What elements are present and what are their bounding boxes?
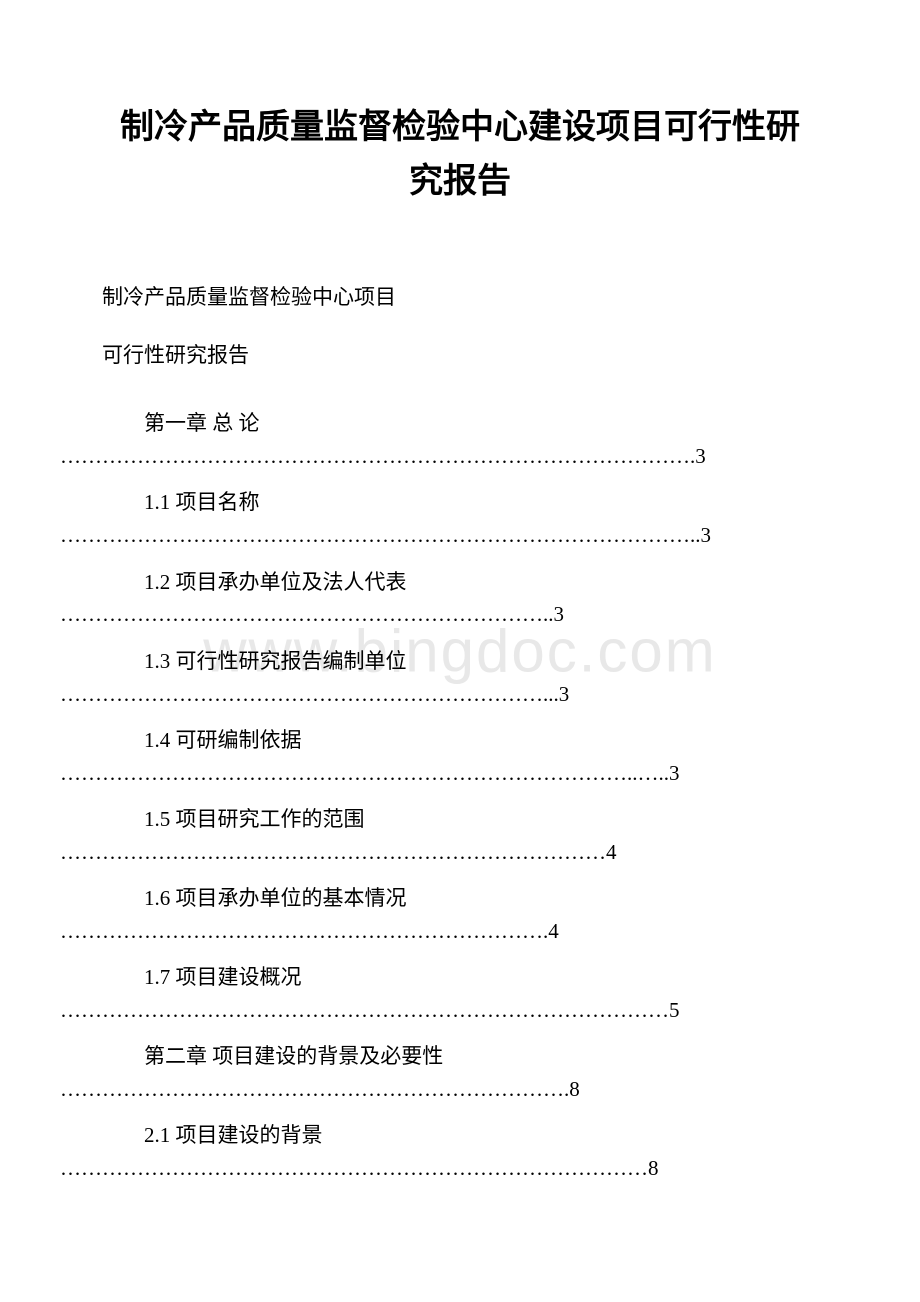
- title-line-2: 究报告: [60, 154, 860, 208]
- toc-dots: ……………………………………………………………….8: [60, 1077, 860, 1102]
- toc-dots: ……………………………………………………………..3: [60, 602, 860, 627]
- toc-label: 1.3 可行性研究报告编制单位: [60, 642, 860, 682]
- toc-label: 第一章 总 论: [60, 404, 860, 444]
- document-title: 制冷产品质量监督检验中心建设项目可行性研 究报告: [60, 100, 860, 209]
- toc-label: 2.1 项目建设的背景: [60, 1116, 860, 1156]
- toc-label: 1.6 项目承办单位的基本情况: [60, 879, 860, 919]
- toc-label: 1.7 项目建设概况: [60, 958, 860, 998]
- toc-item: 2.1 项目建设的背景 ……………………………………………………………………………: [60, 1116, 860, 1181]
- toc-dots: …………………………………………………………….4: [60, 919, 860, 944]
- toc-dots: …………………………………………………………………………8: [60, 1156, 860, 1181]
- toc-label: 1.1 项目名称: [60, 483, 860, 523]
- document-content: 制冷产品质量监督检验中心建设项目可行性研 究报告 制冷产品质量监督检验中心项目 …: [60, 100, 860, 1181]
- toc-label: 第二章 项目建设的背景及必要性: [60, 1037, 860, 1077]
- toc-item: 第二章 项目建设的背景及必要性 …………………………………………………………………: [60, 1037, 860, 1102]
- toc-item: 1.7 项目建设概况 ………………………………………………………………………………: [60, 958, 860, 1023]
- toc-dots: ………………………………………………………………………..…..3: [60, 761, 860, 786]
- toc-dots: ……………………………………………………………………4: [60, 840, 860, 865]
- toc-item: 1.6 项目承办单位的基本情况 …………………………………………………………….…: [60, 879, 860, 944]
- subtitle-2: 可行性研究报告: [60, 337, 860, 375]
- toc-label: 1.5 项目研究工作的范围: [60, 800, 860, 840]
- toc-label: 1.2 项目承办单位及法人代表: [60, 563, 860, 603]
- toc-item: 1.2 项目承办单位及法人代表 …………………………………………………………….…: [60, 563, 860, 628]
- table-of-contents: 第一章 总 论 ……………………………………………………………………………….3…: [60, 404, 860, 1181]
- toc-dots: ……………………………………………………………………………5: [60, 998, 860, 1023]
- subtitle-1: 制冷产品质量监督检验中心项目: [60, 279, 860, 317]
- toc-dots: ……………………………………………………………………………….3: [60, 444, 860, 469]
- toc-item: 1.4 可研编制依据 ………………………………………………………………………..…: [60, 721, 860, 786]
- toc-item: 第一章 总 论 ……………………………………………………………………………….3: [60, 404, 860, 469]
- toc-item: 1.5 项目研究工作的范围 ………………………………………………………………………: [60, 800, 860, 865]
- toc-item: 1.3 可行性研究报告编制单位 …………………………………………………………….…: [60, 642, 860, 707]
- title-line-1: 制冷产品质量监督检验中心建设项目可行性研: [60, 100, 860, 154]
- toc-item: 1.1 项目名称 ……………………………………………………………………………….…: [60, 483, 860, 548]
- toc-label: 1.4 可研编制依据: [60, 721, 860, 761]
- toc-dots: ………………………………………………………………………………..3: [60, 523, 860, 548]
- toc-dots: ……………………………………………………………...3: [60, 682, 860, 707]
